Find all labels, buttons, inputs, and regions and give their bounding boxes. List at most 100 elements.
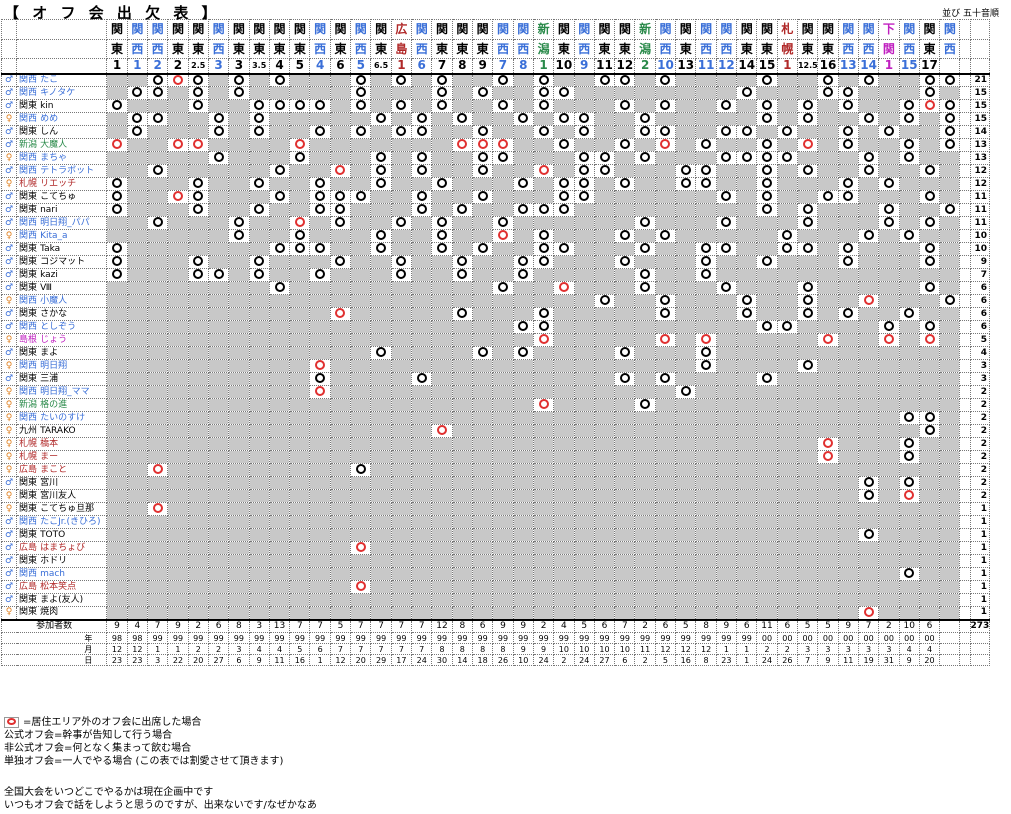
attendance-cell <box>471 86 494 100</box>
attend-icon <box>416 126 427 137</box>
attendance-cell <box>857 190 880 204</box>
row-gap <box>959 112 971 126</box>
attendance-cell <box>106 489 128 503</box>
summary-value: 20 <box>187 654 209 666</box>
event-area-char: 関 <box>370 19 392 40</box>
attendance-cell <box>451 112 473 126</box>
attendance-cell <box>898 73 920 87</box>
attend-icon <box>701 243 712 254</box>
attendance-cell <box>756 437 778 451</box>
attendance-cell <box>289 294 311 308</box>
attendance-cell <box>695 463 717 477</box>
member-name-cell: 札幌 橋本 <box>16 437 108 451</box>
attendance-cell <box>675 307 697 321</box>
attendance-cell <box>492 606 514 620</box>
summary-value: 1 <box>309 654 331 666</box>
attendance-cell <box>715 307 738 321</box>
attendance-cell <box>573 424 595 438</box>
attend-icon <box>802 282 813 293</box>
attendance-cell <box>471 255 494 269</box>
event-area-char: 関 <box>350 19 372 40</box>
attendance-cell <box>878 541 900 555</box>
attendance-cell <box>898 125 920 139</box>
attendance-cell <box>309 606 331 620</box>
attendance-cell <box>776 450 798 464</box>
member-name-cell: 関西 明日翔_パパ <box>16 216 108 230</box>
sex-icon: ♂ <box>0 281 18 295</box>
attendance-cell <box>837 73 859 87</box>
attendance-cell <box>390 502 413 516</box>
attendance-cell <box>796 385 819 399</box>
summary-gap <box>959 632 971 644</box>
sex-icon: ♂ <box>0 567 18 581</box>
outside-area-attend-icon <box>172 139 183 150</box>
outside-area-attend-icon <box>660 139 671 150</box>
attendance-cell <box>532 112 555 126</box>
attendance-cell <box>492 411 514 425</box>
sex-icon: ♂ <box>0 203 18 217</box>
attendance-cell <box>939 229 961 243</box>
attendance-cell <box>532 359 555 373</box>
attend-icon <box>497 100 508 111</box>
attendance-cell <box>573 593 595 607</box>
outside-area-attend-icon <box>497 139 508 150</box>
attendance-cell <box>207 411 230 425</box>
note-line: いつもオフ会で話をしようと思うのですが、出来ないです/なぜかなあ <box>4 800 317 811</box>
attendance-cell <box>268 294 291 308</box>
attendance-cell <box>268 73 291 87</box>
attendance-cell <box>756 580 778 594</box>
attend-icon <box>538 126 549 137</box>
attendance-cell <box>187 112 209 126</box>
attendance-cell <box>918 151 941 165</box>
attendance-cell <box>207 177 230 191</box>
attendance-cell <box>471 593 494 607</box>
attend-icon <box>558 178 569 189</box>
attendance-cell <box>268 229 291 243</box>
attendance-cell <box>898 580 920 594</box>
attendance-cell <box>573 112 595 126</box>
attendance-cell <box>573 190 595 204</box>
attendance-cell <box>857 411 880 425</box>
event-area-char: 西 <box>898 39 920 59</box>
attendance-cell <box>756 359 778 373</box>
event-area-char: 西 <box>207 39 230 59</box>
attendance-cell <box>593 372 616 386</box>
attendance-cell <box>126 528 148 542</box>
attendance-cell <box>431 164 453 178</box>
attend-icon <box>762 113 773 124</box>
attendance-cell <box>390 450 413 464</box>
member-total: 21 <box>969 73 991 87</box>
attendance-cell <box>634 463 656 477</box>
member-area: 関西 <box>19 516 38 527</box>
summary-value <box>939 632 961 644</box>
attendance-cell <box>431 99 453 113</box>
attendance-cell <box>411 606 433 620</box>
attendance-cell <box>390 86 413 100</box>
attend-icon <box>416 113 427 124</box>
attend-icon <box>233 74 244 85</box>
event-number: 1 <box>532 58 555 75</box>
attendance-cell <box>350 203 372 217</box>
attendance-cell <box>126 411 148 425</box>
attendance-cell <box>837 372 859 386</box>
attend-icon <box>355 100 366 111</box>
attendance-cell <box>268 333 291 347</box>
attendance-cell <box>146 177 169 191</box>
attendance-cell <box>228 125 250 139</box>
event-area-char: 関 <box>146 19 169 40</box>
attendance-cell <box>451 125 473 139</box>
attendance-cell <box>370 346 392 360</box>
summary-value: 99 <box>736 632 758 644</box>
attendance-cell <box>390 216 413 230</box>
member-name: 大魔人 <box>40 139 68 150</box>
attendance-cell <box>776 385 798 399</box>
attendance-cell <box>126 567 148 581</box>
attendance-cell <box>289 164 311 178</box>
attendance-cell <box>370 385 392 399</box>
attendance-cell <box>553 268 575 282</box>
attendance-cell <box>228 593 250 607</box>
attend-icon <box>802 308 813 319</box>
attend-icon <box>193 269 204 280</box>
summary-value: 9 <box>715 618 738 633</box>
attendance-cell <box>106 502 128 516</box>
